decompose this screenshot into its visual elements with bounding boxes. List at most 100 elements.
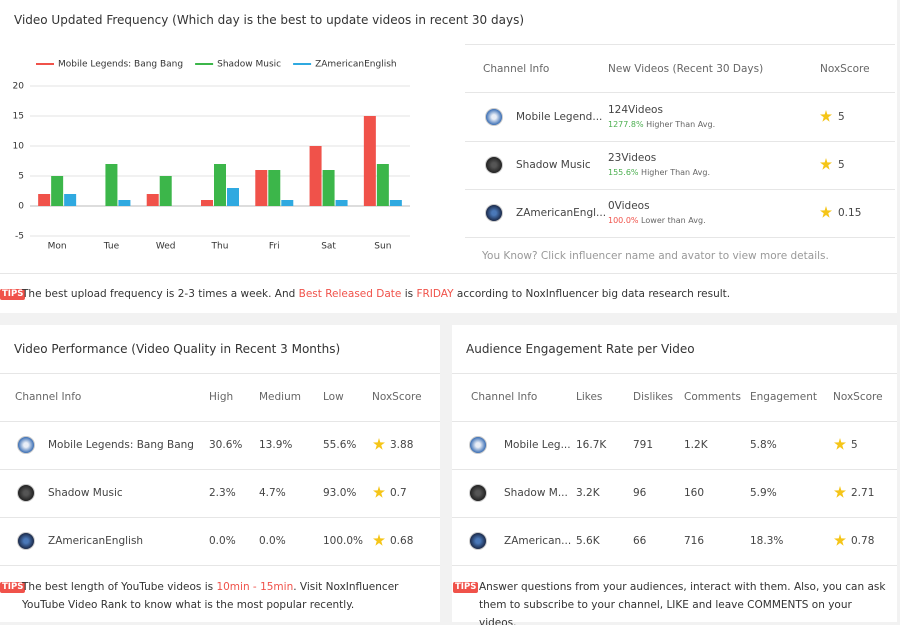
bar (146, 194, 159, 206)
divider (0, 273, 897, 274)
y-tick-label: 0 (18, 202, 24, 212)
divider (465, 44, 895, 45)
star-icon (373, 438, 385, 450)
tips-badge: TIPS (0, 582, 26, 593)
frequency-panel (0, 0, 897, 313)
cell: 55.6% (323, 439, 357, 451)
cell: 93.0% (323, 487, 357, 499)
x-tick-label: Sat (321, 242, 336, 252)
x-tick-label: Fri (269, 242, 280, 252)
bar (281, 200, 294, 206)
divider (465, 237, 895, 238)
divider (452, 565, 897, 566)
star-icon (834, 534, 846, 546)
nox-score: 0.68 (390, 535, 414, 547)
column-header: Channel Info (15, 391, 82, 403)
tip-segment: is (401, 288, 417, 300)
divider (0, 565, 440, 566)
column-header: Channel Info (471, 391, 538, 403)
pct: 155.6% (608, 168, 639, 177)
nox-score: 0.78 (851, 535, 875, 547)
avatar (485, 108, 503, 126)
comparison-text: Lower than Avg. (638, 216, 706, 225)
star-icon (820, 206, 832, 218)
bar (201, 200, 213, 206)
new-videos: 0Videos (608, 200, 650, 212)
avatar (17, 484, 35, 502)
column-header: Comments (684, 391, 741, 403)
cell: 5.8% (750, 439, 777, 451)
star-icon (373, 486, 385, 498)
y-tick-label: 20 (13, 82, 25, 92)
star-icon (820, 158, 832, 170)
bar (64, 194, 77, 206)
cell: 2.3% (209, 487, 236, 499)
divider (0, 469, 440, 470)
tip-segment: . Visit NoxInfluencer YouTube Video Rank… (22, 581, 399, 611)
column-header: Likes (576, 391, 603, 403)
x-tick-label: Mon (48, 242, 67, 252)
star-icon (820, 110, 832, 122)
bar (363, 116, 376, 206)
divider (465, 189, 895, 190)
legend-label: ZAmericanEnglish (315, 60, 397, 70)
bar (105, 164, 118, 206)
nox-score: 0.7 (390, 487, 407, 499)
cell: 0.0% (209, 535, 236, 547)
column-header: Engagement (750, 391, 817, 403)
bar (335, 200, 348, 206)
column-header: NoxScore (820, 63, 870, 75)
y-tick-label: 15 (13, 112, 24, 122)
tip-segment: The best upload frequency is 2-3 times a… (22, 288, 299, 300)
pct: 100.0% (608, 216, 639, 225)
nox-score: 5 (838, 111, 845, 123)
divider (465, 141, 895, 142)
divider (452, 373, 897, 374)
avatar (469, 436, 487, 454)
cell: 4.7% (259, 487, 286, 499)
channel-name: ZAmericanEngl... (516, 207, 607, 219)
cell: 100.0% (323, 535, 364, 547)
cell: 791 (633, 439, 654, 451)
tip-segment: Answer questions from your audiences, in… (479, 581, 886, 625)
divider (452, 469, 897, 470)
bar (118, 200, 131, 206)
tip-segment: The best length of YouTube videos is (22, 581, 217, 593)
y-tick-label: -5 (15, 232, 24, 242)
x-tick-label: Thu (211, 242, 229, 252)
new-videos: 124Videos (608, 104, 663, 116)
tip-segment: according to NoxInfluencer big data rese… (453, 288, 731, 300)
x-tick-label: Sun (374, 242, 391, 252)
star-icon (834, 438, 846, 450)
pct: 1277.8% (608, 120, 644, 129)
bar (268, 170, 281, 206)
channel-name: ZAmerican... (504, 535, 572, 547)
avatar (469, 532, 487, 550)
bar (38, 194, 51, 206)
cell: 13.9% (259, 439, 293, 451)
tip-text: The best length of YouTube videos is 10m… (22, 578, 422, 614)
bar (309, 146, 322, 206)
divider (465, 92, 895, 93)
channel-name: Mobile Legend... (516, 111, 603, 123)
nox-score: 2.71 (851, 487, 875, 499)
cell: 66 (633, 535, 647, 547)
x-tick-label: Wed (156, 242, 176, 252)
channel-name: ZAmericanEnglish (48, 535, 144, 547)
cell: 96 (633, 487, 647, 499)
divider (0, 517, 440, 518)
column-header: NoxScore (833, 391, 883, 403)
cell: 18.3% (750, 535, 784, 547)
new-videos: 23Videos (608, 152, 657, 164)
cell: 160 (684, 487, 705, 499)
tip-text: Answer questions from your audiences, in… (479, 578, 889, 625)
channel-name: Mobile Legends: Bang Bang (48, 439, 194, 451)
cell: 0.0% (259, 535, 286, 547)
tips-badge: TIPS (0, 289, 26, 300)
cell: 3.2K (576, 487, 600, 499)
column-header: NoxScore (372, 391, 422, 403)
channel-name: Shadow Music (48, 487, 123, 499)
column-header: High (209, 391, 234, 403)
channel-name: Shadow Music (516, 159, 591, 171)
